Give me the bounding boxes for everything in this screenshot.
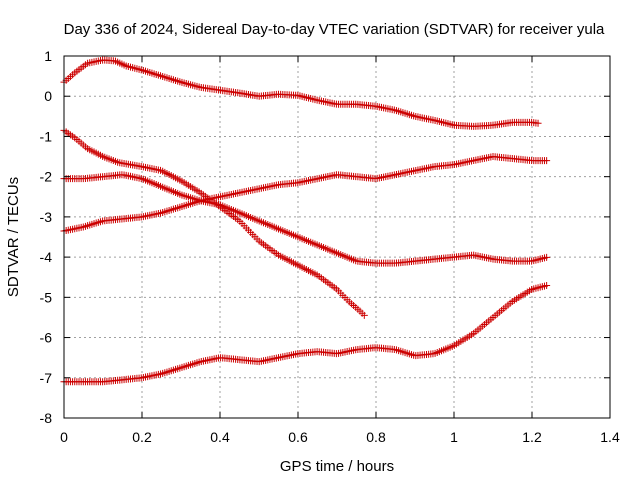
x-tick-label: 1 xyxy=(450,429,458,445)
x-tick-label: 0.8 xyxy=(366,429,386,445)
series-track-3 xyxy=(60,126,368,319)
y-tick-label: 1 xyxy=(44,48,52,64)
x-tick-label: 0.2 xyxy=(132,429,152,445)
y-tick-label: 0 xyxy=(44,88,52,104)
data-point xyxy=(543,157,551,165)
chart-title: Day 336 of 2024, Sidereal Day-to-day VTE… xyxy=(64,21,605,38)
y-axis-label: SDTVAR / TECUs xyxy=(5,177,22,297)
y-tick-label: -3 xyxy=(40,209,53,225)
series-track-2 xyxy=(60,171,551,267)
x-tick-label: 0.4 xyxy=(210,429,230,445)
y-tick-label: -5 xyxy=(40,289,53,305)
x-tick-label: 1.4 xyxy=(600,429,620,445)
data-point xyxy=(543,282,551,290)
data-series xyxy=(60,56,551,386)
x-tick-label: 0.6 xyxy=(288,429,308,445)
plot-frame xyxy=(63,55,611,419)
grid-lines xyxy=(64,56,610,418)
data-point xyxy=(534,119,542,127)
data-point xyxy=(360,311,368,319)
y-tick-label: -4 xyxy=(40,249,53,265)
y-tick-label: -2 xyxy=(40,169,53,185)
data-point xyxy=(543,253,551,261)
series-track-4 xyxy=(60,153,551,235)
axis-ticks: 0 0.2 0.4 0.6 0.8 1 1.2 1.4 1 0 -1 -2 -3 -4 -5 -6 -7 -8 xyxy=(40,48,620,445)
x-axis-label: GPS time / hours xyxy=(280,458,394,475)
series-track-5 xyxy=(60,282,551,386)
y-tick-label: -6 xyxy=(40,330,53,346)
series-track-1 xyxy=(60,56,542,130)
x-tick-label: 1.2 xyxy=(522,429,542,445)
y-tick-label: -8 xyxy=(40,410,53,426)
y-tick-label: -7 xyxy=(40,370,53,386)
x-tick-label: 0 xyxy=(60,429,68,445)
y-tick-label: -1 xyxy=(40,128,53,144)
